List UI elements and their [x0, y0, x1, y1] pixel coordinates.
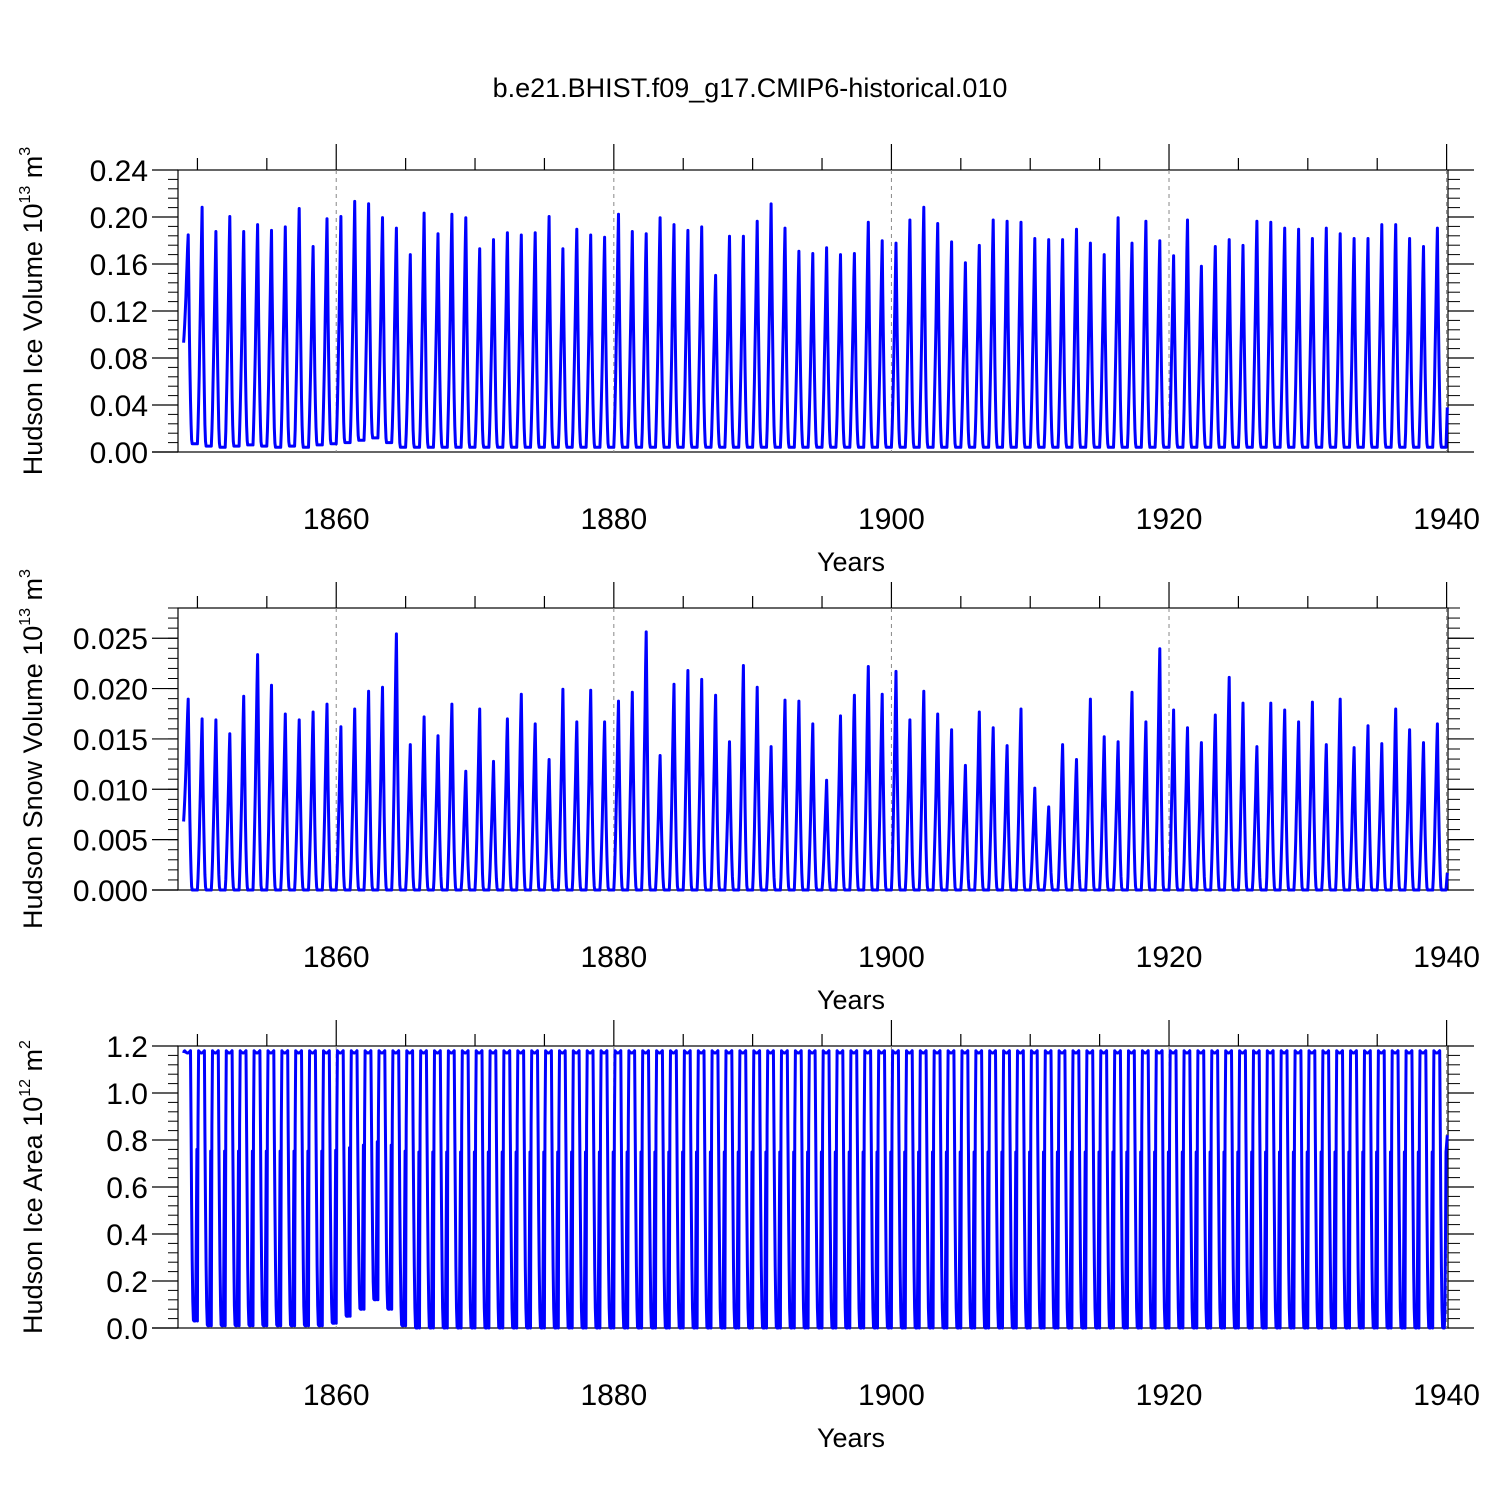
snow-volume-ylabel-text: Hudson Snow Volume 10: [18, 626, 48, 929]
ice-area-series-line: [182, 1049, 1449, 1330]
snow-volume-ylabel-unit-exp: 3: [17, 569, 34, 578]
ice-volume-ylabel-unit-exp: 3: [17, 147, 34, 156]
ice-volume-xtick-label: 1940: [1413, 503, 1480, 536]
ice-volume-ytick-label: 0.12: [90, 296, 148, 329]
ice-area-ytick-label: 0.2: [106, 1266, 148, 1299]
ice-area-ytick-label: 0.4: [106, 1219, 148, 1252]
ice-volume-ylabel-exp: 13: [17, 186, 34, 204]
snow-volume-xtick-label: 1880: [580, 941, 647, 974]
snow-volume-ytick-label: 0.005: [73, 825, 148, 858]
snow-volume-ytick-label: 0.025: [73, 623, 148, 656]
ice-volume-ytick-label: 0.04: [90, 390, 148, 423]
ice-volume-ytick-label: 0.08: [90, 343, 148, 376]
ice-volume-xlabel: Years: [817, 547, 885, 577]
snow-volume-ytick-label: 0.020: [73, 674, 148, 707]
ice-area-plot-frame: [177, 1045, 1449, 1329]
ice-area-xtick-label: 1880: [580, 1379, 647, 1412]
ice-area-ytick-label: 0.6: [106, 1172, 148, 1205]
ice-area-xtick-label: 1900: [858, 1379, 925, 1412]
ice-area-ylabel: Hudson Ice Area 1012 m2: [17, 1040, 48, 1334]
ice-area-xtick-label: 1940: [1413, 1379, 1480, 1412]
ice-volume-xtick-label: 1860: [303, 503, 370, 536]
snow-volume-ylabel-unit: m: [18, 578, 48, 608]
ice-volume-ytick-label: 0.16: [90, 249, 148, 282]
snow-volume-xlabel: Years: [817, 985, 885, 1015]
ice-area-ylabel-unit-exp: 2: [17, 1040, 34, 1049]
snow-volume-xtick-label: 1860: [303, 941, 370, 974]
ice-area-ylabel-exp: 12: [17, 1079, 34, 1097]
ice-volume-series-line: [182, 199, 1449, 449]
ice-area-xlabel: Years: [817, 1423, 885, 1453]
snow-volume-ytick-label: 0.000: [73, 875, 148, 908]
ice-volume-xtick-label: 1900: [858, 503, 925, 536]
ice-area-ytick-label: 0.8: [106, 1125, 148, 1158]
ice-volume-xtick-label: 1880: [580, 503, 647, 536]
snow-volume-xtick-label: 1900: [858, 941, 925, 974]
panel-ice-volume: 0.00 0.04 0.08 0.12 0.16 0.20 0.24 1860 1880 1900…: [17, 144, 1480, 577]
ice-volume-xtick-label: 1920: [1136, 503, 1203, 536]
ice-area-ytick-label: 1.2: [106, 1031, 148, 1064]
snow-volume-series-line: [182, 630, 1449, 892]
panel-ice-area: 0.0 0.2 0.4 0.6 0.8 1.0 1.2 1860 1880 1900 1920 194…: [17, 1020, 1480, 1453]
chart-title: b.e21.BHIST.f09_g17.CMIP6-historical.010: [493, 73, 1008, 103]
ice-area-ytick-label: 0.0: [106, 1313, 148, 1346]
ice-volume-ylabel-unit: m: [18, 156, 48, 186]
ice-volume-ylabel-text: Hudson Ice Volume 10: [18, 204, 48, 476]
ice-volume-ytick-label: 0.00: [90, 437, 148, 470]
ice-area-xtick-label: 1920: [1136, 1379, 1203, 1412]
snow-volume-ytick-label: 0.010: [73, 774, 148, 807]
ice-area-xtick-label: 1860: [303, 1379, 370, 1412]
panel-snow-volume: 0.000 0.005 0.010 0.015 0.020 0.025 1860 1880 19…: [17, 569, 1480, 1015]
ice-volume-ytick-label: 0.24: [90, 155, 148, 188]
ice-volume-ylabel: Hudson Ice Volume 1013 m3: [17, 147, 48, 475]
snow-volume-xtick-label: 1940: [1413, 941, 1480, 974]
snow-volume-ytick-label: 0.015: [73, 724, 148, 757]
snow-volume-ylabel-exp: 13: [17, 608, 34, 626]
ice-volume-ytick-label: 0.20: [90, 202, 148, 235]
snow-volume-ylabel: Hudson Snow Volume 1013 m3: [17, 569, 48, 929]
ice-area-ylabel-text: Hudson Ice Area 10: [18, 1097, 48, 1334]
snow-volume-xtick-label: 1920: [1136, 941, 1203, 974]
ice-area-ytick-label: 1.0: [106, 1078, 148, 1111]
ice-area-ylabel-unit: m: [18, 1049, 48, 1079]
